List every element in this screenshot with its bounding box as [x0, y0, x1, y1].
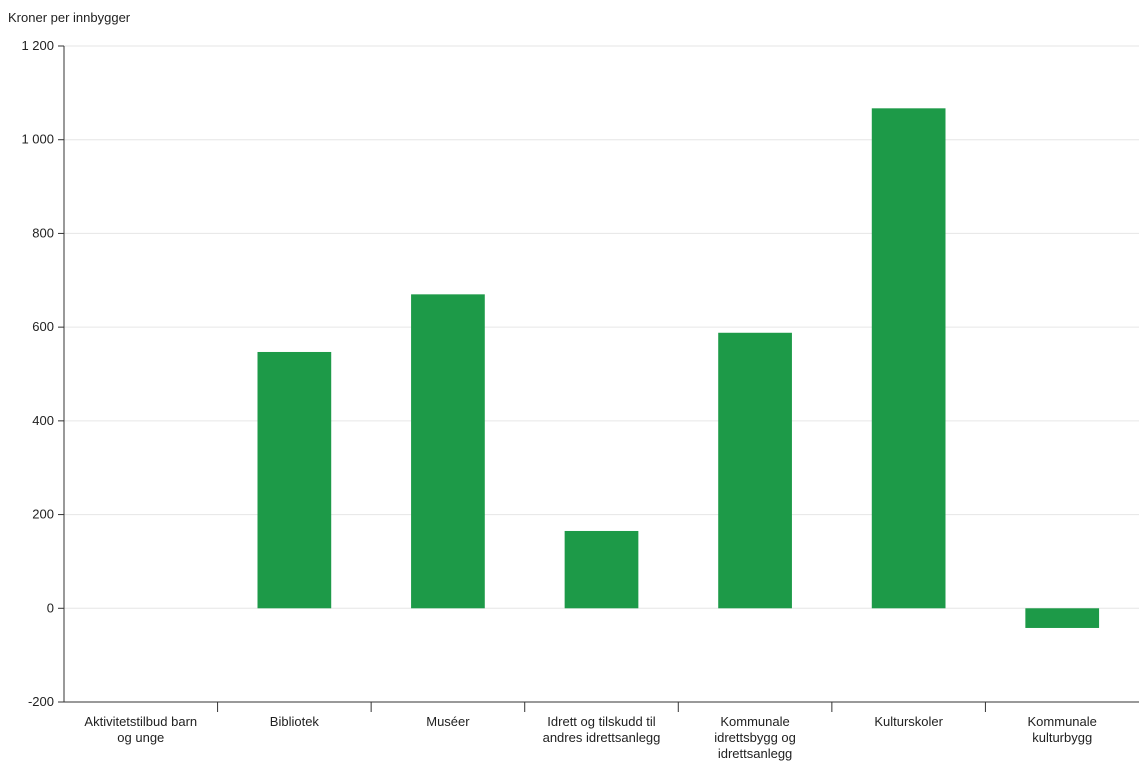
- y-axis-ticks: -200 0 200 400 600 800 1 000 1 200: [21, 38, 64, 709]
- bar: [564, 530, 639, 609]
- bar: [871, 108, 946, 609]
- y-tick-label: 1 200: [21, 38, 54, 53]
- x-tick-label: Idrett og tilskudd til andres idrettsanle…: [543, 714, 661, 745]
- axes: [63, 46, 1139, 703]
- y-tick-label: 1 000: [21, 132, 54, 147]
- bar: [718, 332, 792, 609]
- y-axis-title: Kroner per innbygger: [8, 10, 131, 25]
- y-tick-label: 0: [47, 600, 54, 615]
- bar: [411, 294, 485, 609]
- x-tick-label: Kommunale idrettsbygg og idrettsanlegg: [714, 714, 796, 761]
- x-axis-labels: Aktivitetstilbud barn og unge Bibliotek Mus…: [84, 702, 1097, 761]
- x-tick-label: Aktivitetstilbud barn og unge: [84, 714, 197, 745]
- y-tick-label: -200: [28, 694, 54, 709]
- x-tick-label: Kommunale kulturbygg: [1028, 714, 1097, 745]
- y-tick-label: 600: [32, 319, 54, 334]
- bar: [1025, 608, 1100, 628]
- x-tick-label: Muséer: [426, 714, 470, 729]
- bars: [257, 108, 1100, 628]
- y-tick-label: 400: [32, 413, 54, 428]
- x-tick-label: Bibliotek: [270, 714, 320, 729]
- bar: [257, 351, 332, 609]
- y-tick-label: 200: [32, 507, 54, 522]
- y-tick-label: 800: [32, 225, 54, 240]
- gridlines: [64, 45, 1139, 609]
- x-tick-label: Kulturskoler: [874, 714, 943, 729]
